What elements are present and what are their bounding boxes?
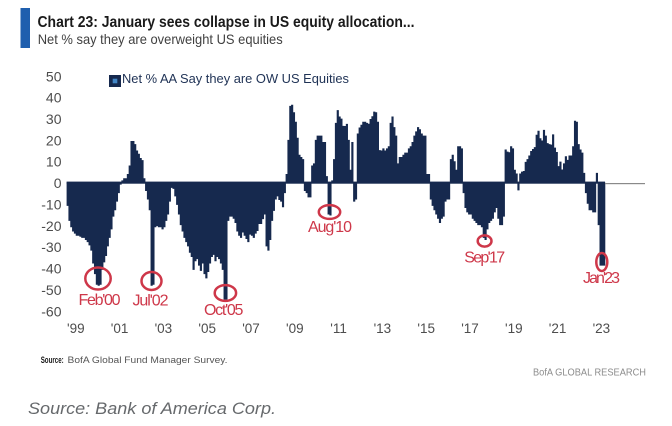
svg-text:Chart 23: January sees collaps: Chart 23: January sees collapse in US eq… (38, 14, 415, 31)
svg-text:'19: '19 (505, 321, 523, 336)
svg-text:Jul'02: Jul'02 (133, 293, 169, 310)
svg-text:Feb'00: Feb'00 (79, 292, 121, 309)
svg-text:-20: -20 (41, 218, 61, 234)
svg-text:'09: '09 (286, 321, 304, 336)
svg-text:50: 50 (46, 68, 62, 84)
svg-text:-30: -30 (41, 239, 61, 255)
svg-text:-40: -40 (41, 261, 61, 277)
svg-text:'17: '17 (461, 321, 479, 336)
svg-text:'13: '13 (374, 321, 392, 336)
svg-text:Source:: Source: (41, 355, 64, 366)
svg-text:'05: '05 (198, 321, 216, 336)
svg-text:Jan'23: Jan'23 (583, 270, 620, 287)
svg-text:-50: -50 (41, 282, 61, 298)
svg-text:20: 20 (46, 132, 62, 148)
svg-text:Net % say they are overweight: Net % say they are overweight US equitie… (38, 31, 283, 47)
svg-text:'03: '03 (155, 321, 173, 336)
svg-text:10: 10 (46, 154, 62, 170)
svg-text:BofA Global Fund Manager Surve: BofA Global Fund Manager Survey. (68, 355, 228, 366)
svg-text:'15: '15 (417, 321, 435, 336)
svg-text:Aug'10: Aug'10 (308, 219, 352, 236)
svg-text:'11: '11 (330, 321, 347, 336)
svg-text:'23: '23 (593, 321, 611, 336)
svg-text:'07: '07 (242, 321, 260, 336)
svg-text:-10: -10 (41, 197, 61, 213)
svg-text:Net % AA Say they are OW US Eq: Net % AA Say they are OW US Equities (122, 72, 349, 86)
svg-text:0: 0 (54, 175, 62, 191)
svg-text:-60: -60 (41, 303, 61, 319)
svg-text:Sep'17: Sep'17 (464, 250, 505, 267)
svg-text:40: 40 (46, 90, 62, 106)
svg-text:Source: Bank of America Corp.: Source: Bank of America Corp. (28, 400, 276, 418)
svg-text:Oct'05: Oct'05 (204, 302, 244, 319)
svg-text:30: 30 (46, 111, 62, 127)
svg-text:'21: '21 (549, 321, 567, 336)
svg-text:BofA GLOBAL RESEARCH: BofA GLOBAL RESEARCH (533, 368, 646, 379)
svg-text:'01: '01 (111, 321, 129, 336)
svg-text:'99: '99 (67, 321, 85, 336)
